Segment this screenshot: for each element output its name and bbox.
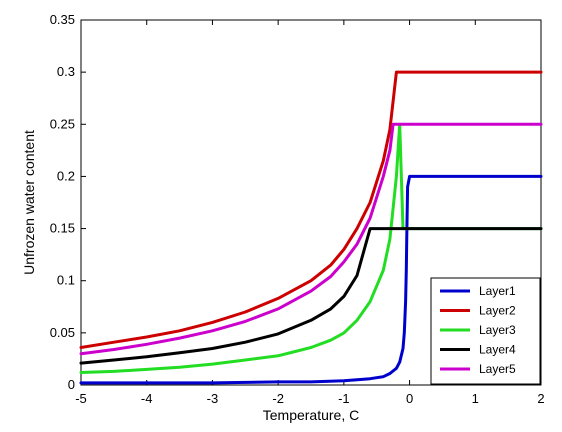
x-tick-label: -2: [272, 391, 284, 406]
legend-label: Layer3: [479, 323, 516, 337]
x-axis-label: Temperature, C: [263, 407, 359, 423]
legend-label: Layer1: [479, 284, 516, 298]
x-tick-label: 1: [472, 391, 479, 406]
x-tick-label: -1: [338, 391, 350, 406]
series-line-layer2: [79, 70, 543, 349]
legend-label: Layer5: [479, 362, 516, 376]
y-tick-label: 0: [68, 377, 75, 392]
x-tick-label: 0: [406, 391, 413, 406]
x-tick-label: -4: [141, 391, 153, 406]
legend-label: Layer2: [479, 304, 516, 318]
y-tick-label: 0.35: [50, 12, 75, 27]
legend-label: Layer4: [479, 343, 516, 357]
y-tick-label: 0.25: [50, 116, 75, 131]
y-tick-label: 0.1: [57, 273, 75, 288]
y-tick-label: 0.15: [50, 221, 75, 236]
x-tick-label: -3: [207, 391, 219, 406]
y-tick-label: 0.3: [57, 64, 75, 79]
x-tick-label: -5: [75, 391, 87, 406]
y-tick-label: 0.05: [50, 325, 75, 340]
series-line-layer5: [79, 122, 543, 356]
plot-frame: [80, 19, 542, 386]
series-lines: [79, 70, 543, 385]
x-tick-label: 2: [537, 391, 544, 406]
series-line-layer4: [79, 227, 543, 365]
y-tick-label: 0.2: [57, 168, 75, 183]
axes: -5 -4 -3 -2 -1 0 1 2 0 0.05 0.1 0.15 0.2 0.25 0.3 0.35 T…: [21, 12, 545, 423]
legend: Layer1 Layer2 Layer3 Layer4 Layer5: [430, 277, 541, 385]
y-axis-label: Unfrozen water content: [21, 130, 37, 275]
series-line-layer3: [79, 122, 543, 374]
